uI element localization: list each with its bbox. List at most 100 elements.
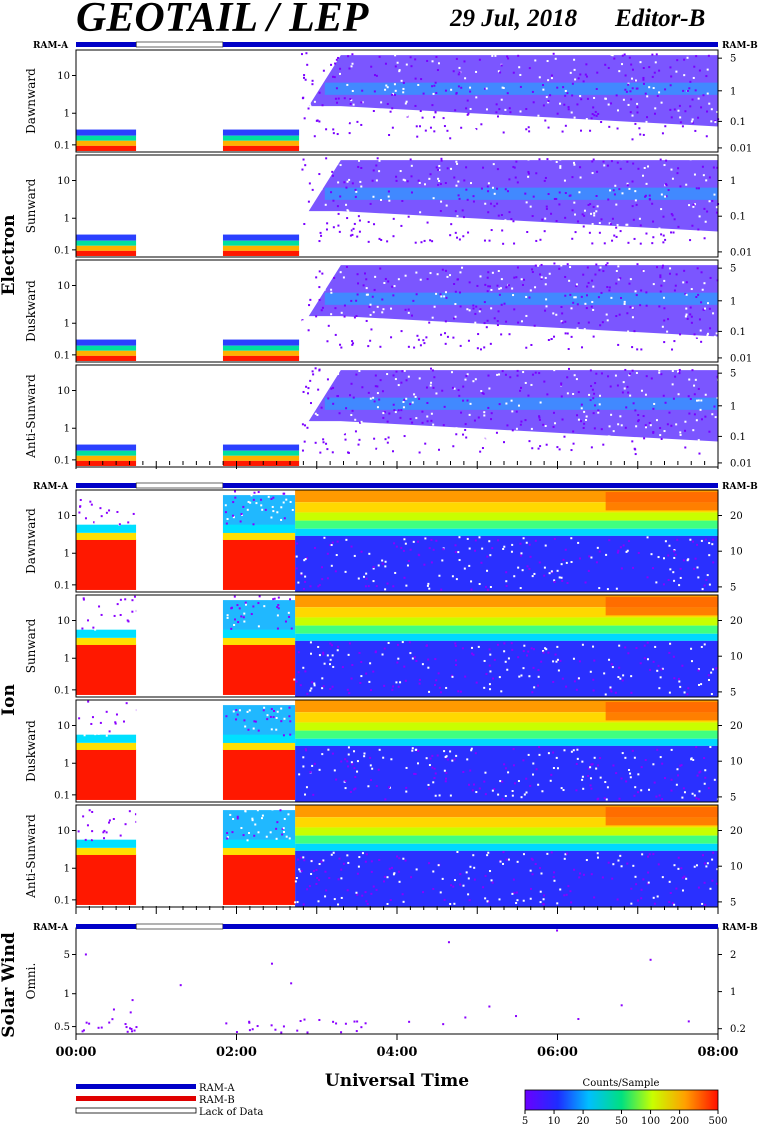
noise-dot: [384, 277, 387, 280]
noise-dot: [226, 832, 229, 835]
noise-dot: [631, 440, 634, 443]
panel-frame: [75, 489, 719, 593]
noise-dot: [717, 171, 720, 174]
noise-dot: [689, 398, 692, 401]
noise-dot: [309, 641, 312, 644]
low-energy-band: [222, 748, 296, 800]
noise-dot: [462, 770, 465, 773]
noise-dot: [617, 343, 620, 346]
noise-dot: [499, 116, 502, 119]
noise-dot: [347, 210, 350, 213]
left-tick-label: 1: [64, 759, 70, 770]
noise-dot: [498, 898, 501, 901]
noise-dot: [600, 121, 603, 124]
noise-dot: [461, 209, 464, 212]
noise-dot: [634, 453, 637, 456]
noise-dot: [529, 223, 532, 226]
noise-dot: [483, 411, 486, 414]
noise-dot: [604, 693, 607, 696]
noise-dot: [674, 553, 677, 556]
noise-dot: [473, 419, 476, 422]
noise-dot: [620, 158, 623, 161]
noise-dot: [553, 580, 556, 583]
noise-dot: [528, 440, 531, 443]
noise-dot: [508, 333, 511, 336]
noise-dot: [513, 891, 516, 894]
noise-dot: [354, 430, 357, 433]
noise-dot: [452, 445, 455, 448]
noise-dot: [417, 338, 420, 341]
noise-dot: [330, 191, 333, 194]
noise-dot: [639, 61, 642, 64]
noise-dot: [683, 875, 686, 878]
noise-dot: [661, 762, 664, 765]
noise-dot: [432, 423, 435, 426]
noise-dot: [581, 760, 584, 763]
noise-dot: [659, 290, 662, 293]
noise-dot: [347, 861, 350, 864]
noise-dot: [552, 767, 555, 770]
right-tick-label: 5: [730, 792, 736, 803]
noise-dot: [642, 133, 645, 136]
noise-dot: [677, 225, 680, 228]
noise-dot: [289, 733, 292, 736]
noise-dot: [561, 321, 564, 324]
noise-dot: [652, 431, 655, 434]
noise-dot: [626, 223, 629, 226]
noise-dot: [388, 786, 391, 789]
noise-dot: [418, 678, 421, 681]
noise-dot: [542, 423, 545, 426]
spectrum-band: [295, 528, 718, 536]
noise-dot: [511, 287, 514, 290]
right-tick-label: 10: [730, 652, 743, 663]
noise-dot: [350, 229, 353, 232]
noise-dot: [275, 728, 278, 731]
noise-dot: [708, 430, 711, 433]
noise-dot: [583, 209, 586, 212]
noise-dot: [465, 188, 468, 191]
noise-dot: [433, 84, 436, 87]
noise-dot: [564, 332, 567, 335]
noise-dot: [637, 336, 640, 339]
noise-dot: [455, 663, 458, 666]
noise-dot: [256, 809, 259, 812]
noise-dot: [627, 83, 630, 86]
noise-dot: [681, 125, 684, 128]
noise-dot: [548, 572, 551, 575]
noise-dot: [466, 308, 469, 311]
noise-dot: [537, 121, 540, 124]
spectrum-band: [76, 240, 137, 246]
noise-dot: [231, 831, 234, 834]
noise-dot: [603, 672, 606, 675]
noise-dot: [626, 862, 629, 865]
sw-dot: [129, 1011, 132, 1014]
noise-dot: [302, 60, 305, 63]
noise-dot: [250, 494, 253, 497]
noise-dot: [597, 409, 600, 412]
noise-dot: [537, 684, 540, 687]
noise-dot: [340, 877, 343, 880]
noise-dot: [410, 876, 413, 879]
noise-dot: [78, 717, 81, 720]
noise-dot: [621, 54, 624, 57]
noise-dot: [594, 404, 597, 407]
noise-dot: [410, 314, 413, 317]
noise-dot: [651, 242, 654, 245]
noise-dot: [512, 878, 515, 881]
noise-dot: [573, 868, 576, 871]
noise-dot: [547, 752, 550, 755]
noise-dot: [330, 853, 333, 856]
noise-dot: [708, 554, 711, 557]
noise-dot: [704, 220, 707, 223]
noise-dot: [324, 203, 327, 206]
noise-dot: [690, 288, 693, 291]
noise-dot: [470, 747, 473, 750]
spectrum-band: [76, 637, 137, 645]
noise-dot: [710, 108, 713, 111]
noise-dot: [592, 397, 595, 400]
left-tick-label: 0.1: [54, 790, 70, 801]
noise-dot: [308, 409, 311, 412]
noise-dot: [497, 214, 500, 217]
noise-dot: [547, 193, 550, 196]
noise-dot: [489, 688, 492, 691]
